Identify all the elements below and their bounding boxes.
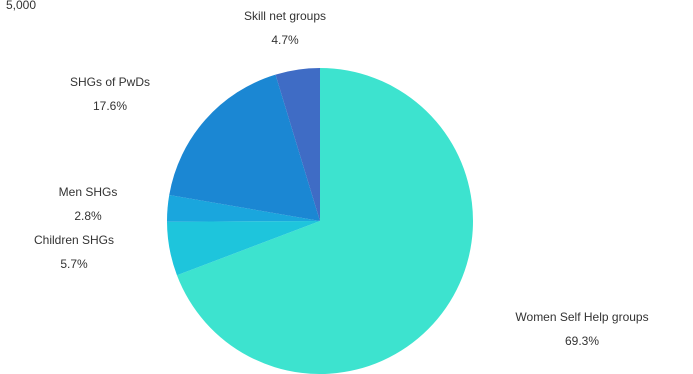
pie-slice-men-shgs <box>167 194 320 222</box>
slice-percent-children-shgs: 5.7% <box>60 257 88 271</box>
slice-percent-men-shgs: 2.8% <box>74 209 102 223</box>
pie-slice-women-self-help-groups <box>176 68 474 374</box>
slice-percent-skill-net-groups: 4.7% <box>271 33 299 47</box>
slice-label-men-shgs: Men SHGs <box>59 185 118 199</box>
pie-slices <box>167 68 474 374</box>
clipped-top-left-label: 5,000 <box>6 0 36 12</box>
slice-labels: Women Self Help groups 69.3% Children SHGs… <box>34 9 649 348</box>
pie-slice-shgs-of-pwds <box>169 74 320 221</box>
slice-percent-women-self-help-groups: 69.3% <box>565 334 599 348</box>
slice-label-children-shgs: Children SHGs <box>34 233 114 247</box>
slice-label-skill-net-groups: Skill net groups <box>244 9 326 23</box>
slice-percent-shgs-of-pwds: 17.6% <box>93 99 127 113</box>
pie-slice-children-shgs <box>167 221 320 276</box>
slice-label-women-self-help-groups: Women Self Help groups <box>515 310 648 324</box>
slice-label-shgs-of-pwds: SHGs of PwDs <box>70 75 150 89</box>
pie-slice-skill-net-groups <box>275 68 320 221</box>
